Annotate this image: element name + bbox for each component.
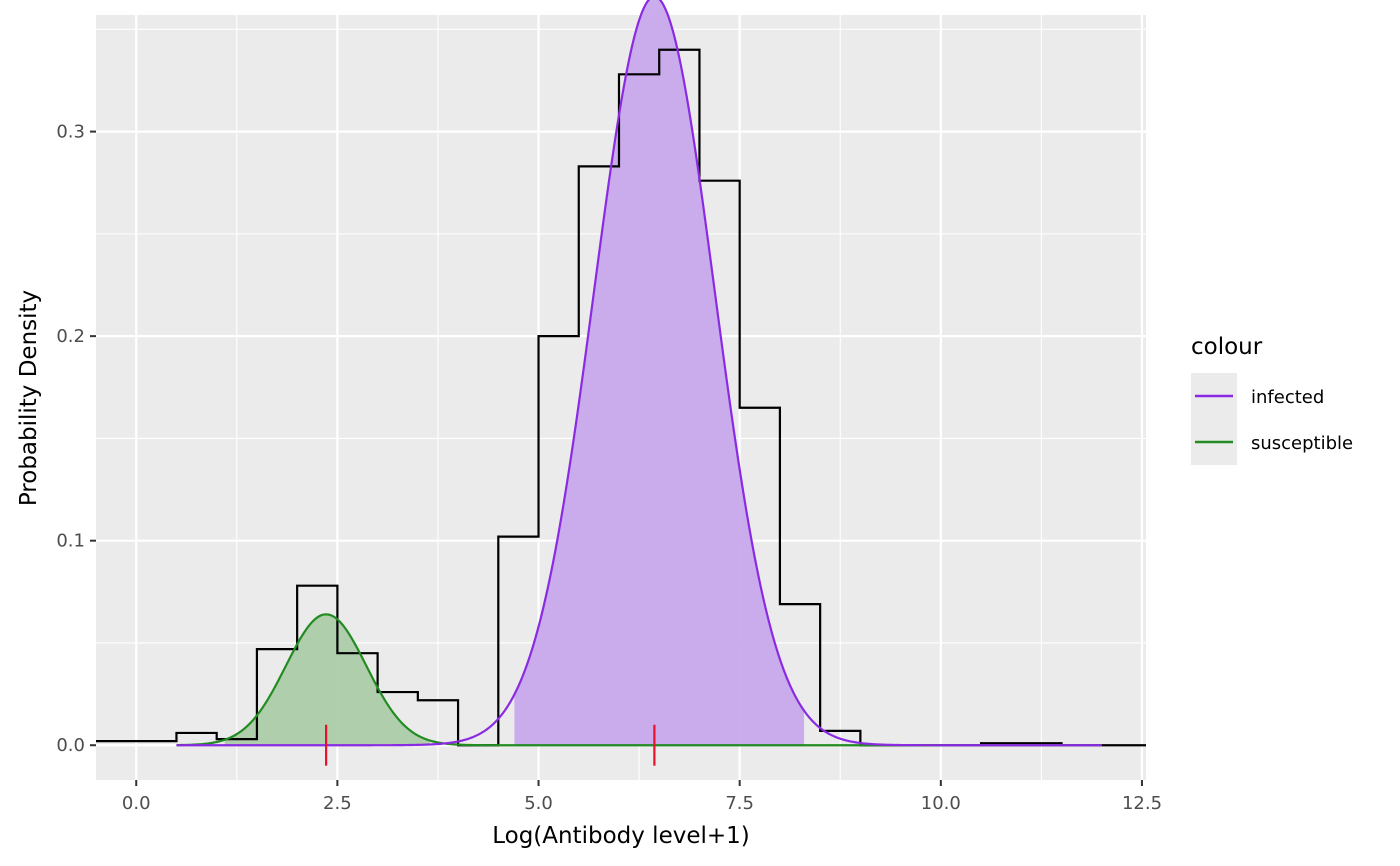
x-tick-label: 2.5 [323,793,352,814]
y-axis-title: Probability Density [16,290,42,506]
y-tick-label: 0.2 [56,326,85,347]
legend-label-infected: infected [1251,387,1324,408]
density-curve-infected [176,0,1102,747]
x-tick-label: 10.0 [921,793,961,814]
x-tick-label: 0.0 [122,793,151,814]
y-tick-label: 0.0 [56,735,85,756]
legend-title: colour [1191,334,1263,360]
mean-markers [325,724,656,766]
shaded-area-susceptible [224,614,430,746]
x-tick-label: 7.5 [725,793,754,814]
density-shaded-areas [224,0,805,746]
y-tick-label: 0.3 [56,122,85,143]
y-axis-ticks: 0.0 0.1 0.2 0.3 [56,122,96,756]
density-curves [176,0,1102,747]
shaded-area-infected [514,0,805,746]
legend-label-susceptible: susceptible [1251,433,1353,454]
x-tick-label: 5.0 [524,793,553,814]
x-axis-ticks: 0.0 2.5 5.0 7.5 10.0 12.5 [122,780,1162,814]
y-tick-label: 0.1 [56,531,85,552]
x-tick-label: 12.5 [1122,793,1162,814]
histogram-step-outline [96,48,1146,747]
legend: colour infected susceptible [1191,334,1353,465]
x-axis-title: Log(Antibody level+1) [492,823,750,849]
